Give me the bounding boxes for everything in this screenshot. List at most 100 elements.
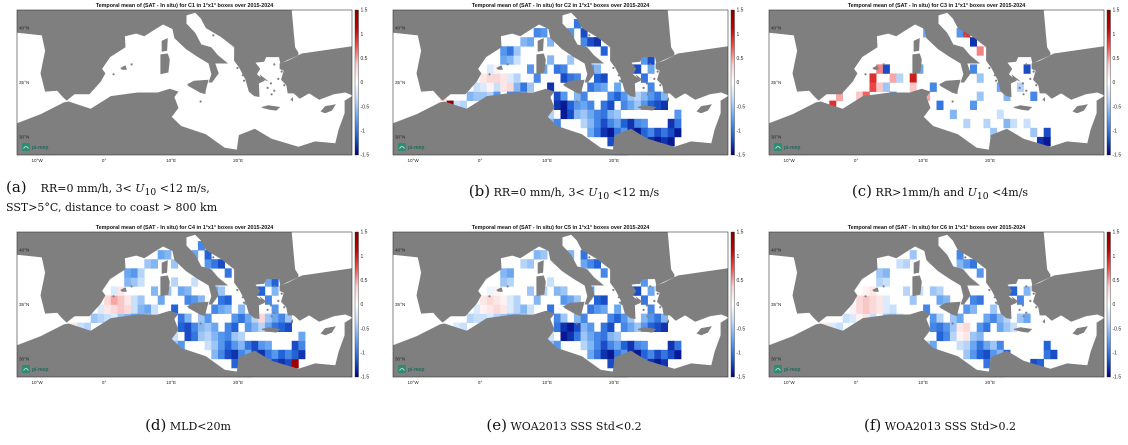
data-cell	[493, 304, 501, 314]
data-cell	[829, 100, 837, 110]
data-cell	[970, 349, 977, 360]
data-cell	[594, 64, 601, 74]
data-cell	[473, 82, 481, 92]
data-cell	[1010, 322, 1018, 332]
land-mallorca	[872, 287, 879, 292]
small-island	[993, 296, 996, 299]
x-tick-label: 20°E	[233, 380, 243, 385]
data-cell	[882, 268, 890, 278]
data-cell	[909, 250, 917, 260]
data-cell	[856, 295, 864, 305]
data-cell	[869, 82, 877, 92]
data-cell	[882, 295, 890, 305]
y-tick-label: 40°N	[19, 248, 29, 253]
data-cell	[527, 82, 534, 92]
small-island	[656, 292, 659, 295]
data-cell	[231, 331, 239, 342]
data-cell	[580, 28, 588, 38]
data-cell	[506, 295, 514, 305]
data-cell	[547, 109, 555, 120]
data-cell	[251, 322, 259, 332]
data-cell	[580, 250, 588, 260]
data-cell	[486, 304, 494, 314]
land-corsica	[161, 260, 168, 274]
data-cell	[486, 64, 494, 74]
logo-icon	[774, 143, 782, 151]
data-cell	[580, 340, 588, 351]
colorbar-tick-label: -1.5	[737, 375, 746, 381]
data-cell	[567, 73, 575, 83]
colorbar	[354, 231, 359, 378]
caption-a: (a) RR=0 mm/h, 3< U10 <12 m/s, SST>5°C, …	[6, 180, 372, 215]
data-cell	[654, 313, 662, 323]
data-cell	[600, 322, 608, 332]
caption-text-post: <12 m/s	[609, 186, 660, 199]
data-cell	[137, 295, 145, 305]
colorbar-tick-label: 1.5	[737, 8, 744, 14]
small-island	[280, 292, 283, 295]
x-tick-label: 10°E	[166, 380, 176, 385]
data-cell	[130, 295, 138, 305]
colorbar-tick-label: -1	[737, 129, 742, 135]
data-cell	[466, 313, 474, 323]
data-cell	[956, 28, 964, 38]
data-cell	[580, 91, 588, 101]
data-cell	[594, 331, 601, 342]
data-cell	[144, 259, 152, 269]
data-cell	[1023, 286, 1031, 296]
caption-label: (a)	[6, 178, 27, 196]
data-cell	[1003, 91, 1011, 101]
small-island	[270, 93, 273, 96]
land-cyprus	[696, 326, 712, 336]
data-cell	[258, 340, 266, 351]
colorbar	[730, 231, 735, 378]
data-cell	[667, 136, 675, 147]
colorbar	[1106, 9, 1111, 156]
data-cell	[580, 118, 588, 129]
x-tick-label: 20°E	[985, 158, 995, 163]
data-cell	[661, 358, 668, 369]
data-cell	[580, 313, 588, 323]
data-cell	[500, 304, 508, 314]
data-cell	[963, 349, 971, 360]
small-island	[988, 66, 991, 70]
small-island	[130, 285, 133, 288]
x-tick-label: 0°	[478, 158, 483, 163]
small-island	[212, 256, 215, 259]
y-tick-label: 40°N	[395, 248, 405, 253]
data-cell	[258, 349, 266, 360]
small-island	[266, 308, 269, 311]
small-island	[659, 306, 662, 309]
land-cyprus	[1072, 326, 1088, 336]
map-frame	[392, 9, 729, 156]
data-cell	[667, 127, 675, 138]
y-tick-label: 40°N	[771, 26, 781, 31]
data-cell	[1043, 340, 1051, 351]
data-cell	[500, 277, 508, 287]
caption-text-pre: RR=0 mm/h, 3<	[40, 182, 136, 195]
colorbar-tick-label: -1	[1113, 129, 1118, 135]
data-cell	[856, 304, 864, 314]
small-island	[130, 63, 133, 66]
colorbar-tick-label: -0.5	[1113, 104, 1122, 110]
colorbar-tick-label: 0.5	[1113, 56, 1120, 62]
data-cell	[218, 331, 225, 342]
data-cell	[661, 349, 668, 360]
land-corsica	[913, 260, 920, 274]
colorbar-tick-label: -1	[361, 129, 366, 135]
small-island	[277, 299, 280, 302]
map-c: Temporal mean of (SAT - In situ) for C3 …	[768, 3, 1122, 163]
chart-title: Temporal mean of (SAT - In situ) for C4 …	[96, 225, 274, 231]
data-cell	[634, 118, 642, 129]
data-cell	[647, 313, 655, 323]
x-tick-label: 10°E	[166, 158, 176, 163]
data-cell	[580, 109, 588, 120]
data-cell	[117, 304, 125, 314]
y-tick-label: 35°N	[395, 302, 405, 307]
data-cell	[285, 313, 292, 323]
data-cell	[291, 340, 299, 351]
colorbar-tick-label: 1	[737, 254, 740, 260]
data-cell	[607, 313, 615, 323]
data-cell	[264, 277, 272, 287]
data-cell	[285, 322, 292, 332]
